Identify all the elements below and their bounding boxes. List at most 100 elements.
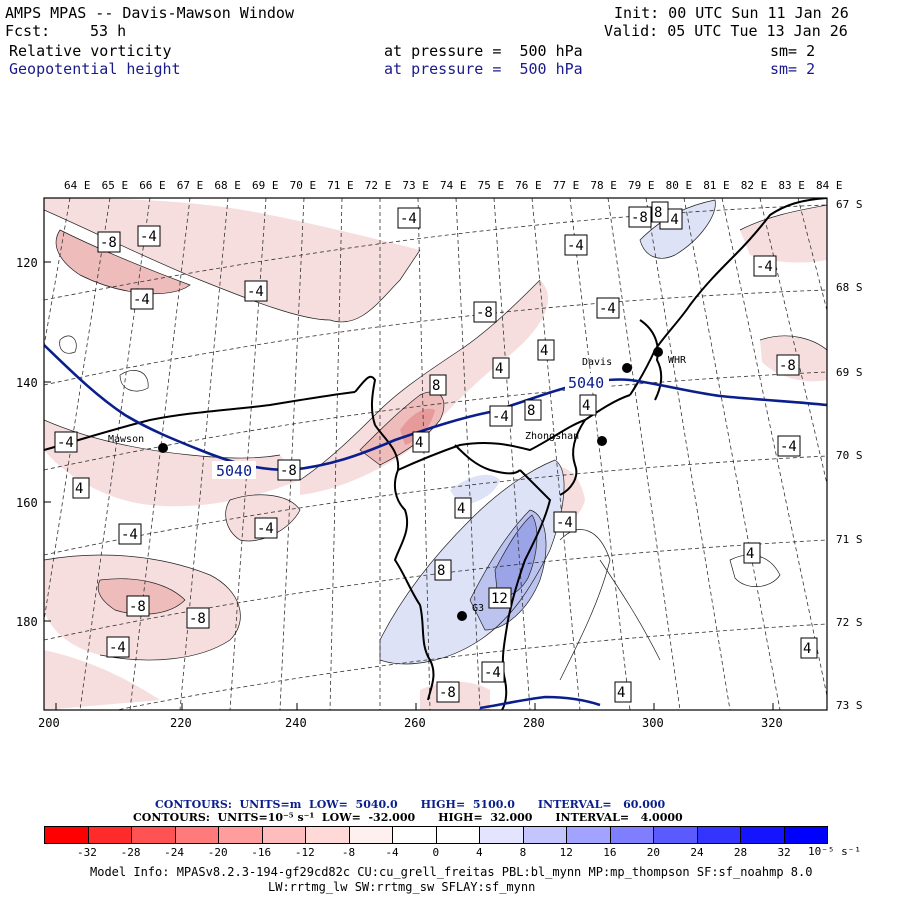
vorticity-contour-info: CONTOURS: UNITS=10⁻⁵ s⁻¹ LOW= -32.000 HI…: [133, 811, 683, 824]
y-tick-label: 160: [16, 496, 38, 510]
vorticity-label: 8: [654, 205, 662, 221]
colorbar: [44, 826, 828, 844]
colorbar-swatch: [132, 827, 176, 843]
vorticity-label: -8: [189, 611, 206, 627]
colorbar-tick-label: -20: [207, 846, 228, 859]
colorbar-swatch: [88, 827, 132, 843]
longitude-label: 71 E: [327, 179, 354, 192]
vorticity-label-box: [489, 405, 513, 427]
vorticity-label-box: [481, 661, 505, 683]
vorticity-label-box: [97, 231, 121, 253]
colorbar-tick-label: 4: [476, 846, 483, 859]
vorticity-label-box: [186, 607, 210, 629]
vorticity-label-box: [137, 225, 161, 247]
vorticity-label: 4: [75, 481, 83, 497]
colorbar-swatch: [175, 827, 219, 843]
latitude-label: 71 S: [836, 533, 863, 546]
colorbar-tick-label: 16: [603, 846, 617, 859]
vorticity-label: -4: [121, 527, 138, 543]
vorticity-label: -8: [476, 305, 493, 321]
longitude-label: 80 E: [666, 179, 693, 192]
colorbar-swatch: [741, 827, 785, 843]
vorticity-label-box: [614, 681, 632, 703]
vorticity-label: -4: [484, 665, 501, 681]
vorticity-label: 4: [617, 685, 625, 701]
longitude-label: 73 E: [402, 179, 429, 192]
vorticity-label: 8: [437, 563, 445, 579]
height-contours: [44, 344, 827, 710]
axis-ticks: 200 220 240 260 280 300 320 120 140 160 180: [16, 256, 783, 730]
vorticity-label: -4: [57, 435, 74, 451]
colorbar-swatch: [784, 827, 827, 843]
station-label: Zhongshan: [525, 431, 579, 442]
vorticity-label: 4: [495, 361, 503, 377]
station-label: G3: [472, 603, 484, 614]
colorbar-tick-label: 12: [559, 846, 573, 859]
height-contour-info: CONTOURS: UNITS=m LOW= 5040.0 HIGH= 5100…: [155, 798, 666, 811]
vorticity-label-box: [473, 301, 497, 323]
stations: Mawson Davis WHR Zhongshan G3: [108, 347, 687, 621]
station-marker: [597, 436, 607, 446]
vorticity-label: -8: [129, 599, 146, 615]
longitude-label: 81 E: [703, 179, 730, 192]
longitude-label: 65 E: [102, 179, 129, 192]
colorbar-swatch: [654, 827, 698, 843]
colorbar-swatch: [523, 827, 567, 843]
colorbar-tick-label: -12: [294, 846, 315, 859]
vorticity-label-box: [537, 339, 555, 361]
longitude-label: 69 E: [252, 179, 279, 192]
vorticity-label: 4: [746, 546, 754, 562]
vorticity-label: -8: [439, 685, 456, 701]
model-info: Model Info: MPASv8.2.3-194-gf29cd82c CU:…: [90, 865, 813, 879]
colorbar-swatch: [610, 827, 654, 843]
vorticity-label-box: [579, 394, 597, 416]
vorticity-label-box: [777, 435, 801, 457]
longitude-label: 72 E: [365, 179, 392, 192]
vorticity-label-box: [753, 255, 777, 277]
colorbar-swatch: [480, 827, 524, 843]
field1-level: at pressure = 500 hPa: [384, 42, 583, 60]
vorticity-label: 4: [457, 501, 465, 517]
colorbar-tick-label: -4: [385, 846, 399, 859]
longitude-label: 83 E: [778, 179, 805, 192]
latitude-label: 72 S: [836, 616, 863, 629]
longitude-label: 67 E: [177, 179, 204, 192]
colorbar-swatch: [262, 827, 306, 843]
colorbar-tick-label: -24: [164, 846, 185, 859]
height-label: 5040: [216, 462, 252, 480]
vorticity-label-box: [254, 517, 278, 539]
vorticity-label-box: [564, 234, 588, 256]
longitude-label: 64 E: [64, 179, 91, 192]
vorticity-label-box: [130, 288, 154, 310]
colorbar-tick-label: 24: [690, 846, 704, 859]
vorticity-label: -4: [567, 238, 584, 254]
vorticity-label-box: [429, 374, 447, 396]
x-tick-label: 200: [38, 716, 60, 730]
vorticity-label: 8: [432, 378, 440, 394]
colorbar-tick-label: -28: [120, 846, 141, 859]
vorticity-label-box: [743, 542, 761, 564]
longitude-label: 68 E: [214, 179, 241, 192]
y-tick-label: 120: [16, 256, 38, 270]
longitude-labels: 64 E 65 E 66 E 67 E 68 E 69 E 70 E 71 E 72 E 73 E…: [64, 179, 843, 192]
vorticity-label-box: [553, 511, 577, 533]
latitude-label: 70 S: [836, 449, 863, 462]
vorticity-label-box: [596, 297, 620, 319]
latitude-label: 73 S: [836, 699, 863, 712]
vorticity-label-box: [118, 523, 142, 545]
colorbar-swatch: [349, 827, 393, 843]
longitude-label: 84 E: [816, 179, 843, 192]
station-label: Davis: [582, 357, 612, 368]
vorticity-label: 8: [527, 403, 535, 419]
longitude-label: 75 E: [478, 179, 505, 192]
station-marker: [457, 611, 467, 621]
vorticity-label-box: [524, 399, 542, 421]
forecast-label: Fcst:: [5, 22, 51, 40]
vorticity-label: -4: [599, 301, 616, 317]
x-tick-label: 220: [170, 716, 192, 730]
longitude-label: 82 E: [741, 179, 768, 192]
x-tick-label: 260: [404, 716, 426, 730]
field1-name: Relative vorticity: [9, 42, 172, 60]
vorticity-label: -4: [247, 284, 264, 300]
